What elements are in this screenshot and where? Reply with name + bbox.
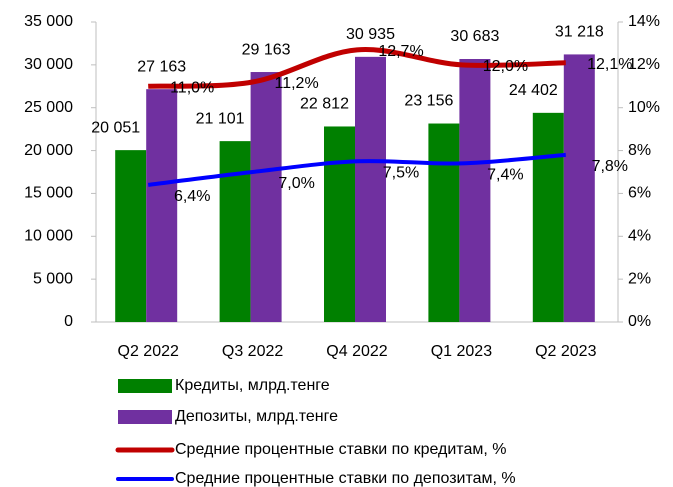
- y2-tick-label: 12%: [628, 56, 660, 73]
- bar: [324, 126, 355, 323]
- bar: [563, 54, 595, 322]
- data-label: 12,0%: [483, 58, 528, 75]
- data-label: 7,0%: [278, 175, 314, 192]
- bar: [355, 56, 386, 322]
- data-label: 11,2%: [275, 75, 319, 92]
- x-tick-label: Q3 2022: [222, 343, 283, 360]
- y-tick-label: 5 000: [33, 270, 73, 287]
- bar: [219, 141, 251, 322]
- data-label: 30 935: [346, 26, 395, 43]
- legend-swatch: [118, 379, 172, 393]
- data-label: 27 163: [137, 58, 186, 75]
- data-label: 7,4%: [487, 167, 523, 184]
- bar: [146, 89, 178, 322]
- bar: [115, 150, 147, 322]
- line: [148, 47, 566, 89]
- bar: [428, 123, 460, 323]
- x-tick-label: Q1 2023: [431, 343, 492, 360]
- legend-swatch: [118, 410, 172, 424]
- y-tick-label: 20 000: [24, 142, 73, 159]
- y2-tick-label: 8%: [628, 142, 651, 159]
- y2-tick-label: 10%: [628, 99, 660, 116]
- data-label: 20 051: [91, 119, 140, 136]
- y-tick-label: 10 000: [24, 228, 73, 245]
- bar: [250, 72, 282, 322]
- y2-tick-label: 0%: [628, 313, 651, 330]
- data-label: 30 683: [450, 28, 499, 45]
- legend-label: Средние процентные ставки по кредитам, %: [175, 441, 506, 458]
- data-label: 22 812: [300, 96, 349, 113]
- y2-tick-label: 4%: [628, 228, 651, 245]
- data-label: 7,5%: [383, 165, 419, 182]
- x-tick-label: Q4 2022: [326, 343, 387, 360]
- data-label: 23 156: [404, 93, 453, 110]
- bar: [459, 59, 491, 322]
- legend-label: Депозиты, млрд.тенге: [175, 408, 338, 425]
- data-label: 12,7%: [378, 43, 423, 60]
- data-label: 29 163: [242, 41, 291, 58]
- y-tick-label: 25 000: [24, 99, 73, 116]
- line: [147, 152, 566, 187]
- bar: [532, 112, 564, 322]
- y2-tick-label: 2%: [628, 270, 651, 287]
- y-tick-label: 35 000: [24, 13, 73, 30]
- y-tick-label: 0: [64, 313, 73, 330]
- x-tick-label: Q2 2022: [118, 343, 179, 360]
- y2-tick-label: 6%: [628, 185, 651, 202]
- x-tick-label: Q2 2023: [535, 343, 596, 360]
- legend-label: Кредиты, млрд.тенге: [175, 377, 330, 394]
- y-tick-label: 15 000: [24, 185, 73, 202]
- data-label: 6,4%: [174, 188, 210, 205]
- data-label: 31 218: [555, 24, 604, 41]
- data-label: 11,0%: [170, 80, 214, 97]
- y2-tick-label: 14%: [628, 13, 660, 30]
- legend-label: Средние процентные ставки по депозитам, …: [175, 470, 516, 487]
- data-label: 24 402: [509, 82, 558, 99]
- data-label: 21 101: [196, 110, 245, 127]
- data-label: 12,1%: [587, 56, 632, 73]
- y-tick-label: 30 000: [24, 56, 73, 73]
- data-label: 7,8%: [592, 158, 628, 175]
